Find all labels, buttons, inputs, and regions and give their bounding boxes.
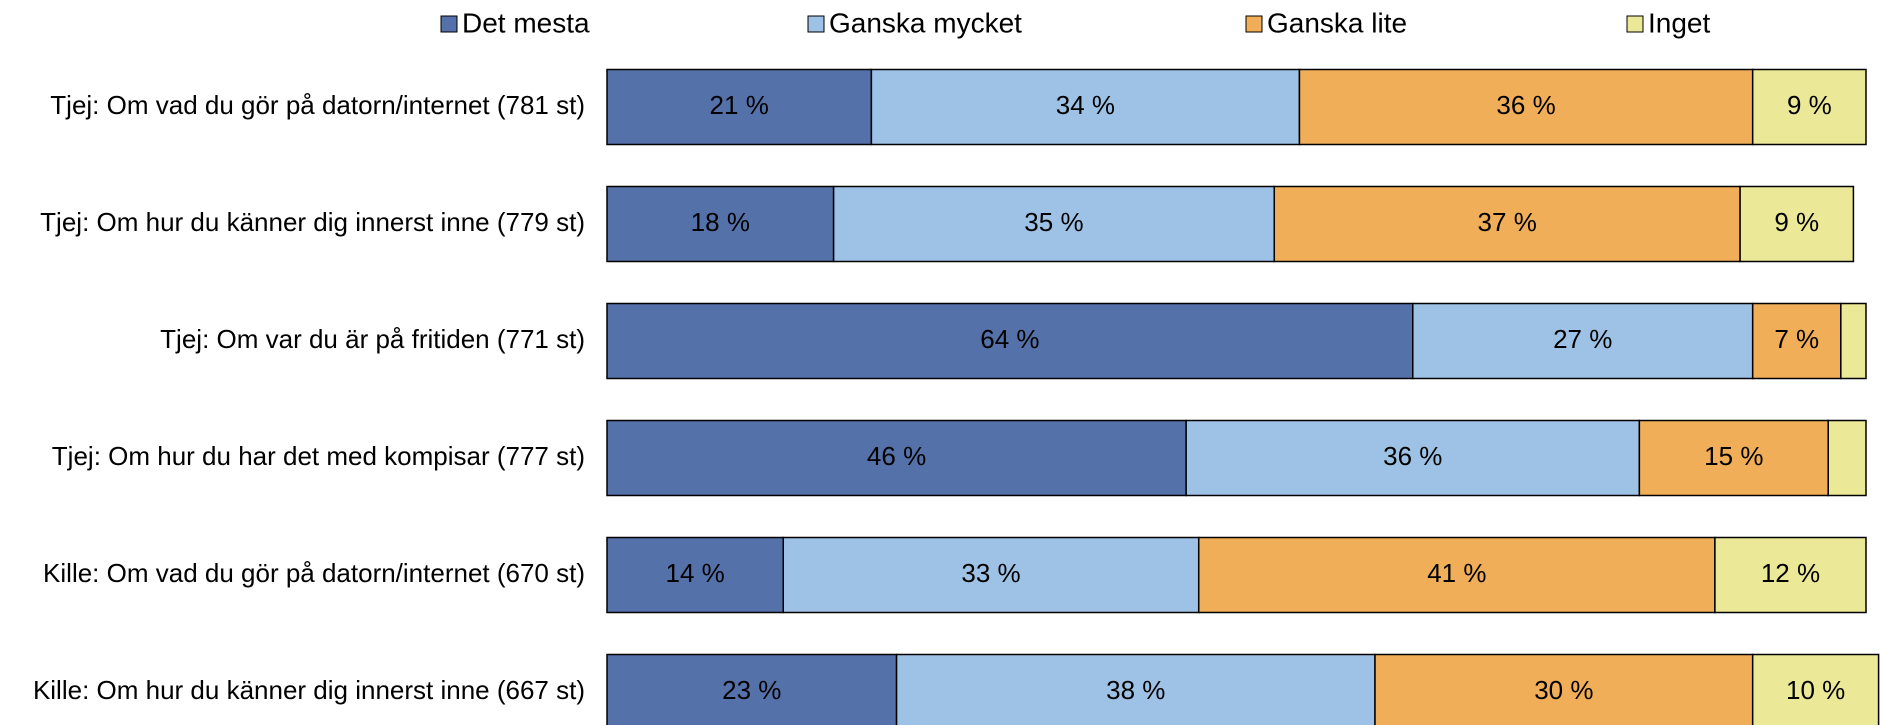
bar-segment bbox=[1374, 653, 1754, 725]
legend-label: Det mesta bbox=[462, 7, 590, 38]
value-label: 33 % bbox=[961, 558, 1020, 588]
bar-segment bbox=[1298, 68, 1754, 146]
value-label: 46 % bbox=[867, 441, 926, 471]
bar-segment bbox=[1185, 419, 1641, 497]
bar-segment bbox=[1751, 68, 1867, 146]
bar-segment bbox=[782, 536, 1200, 614]
category-label: Kille: Om hur du känner dig innerst inne… bbox=[33, 675, 585, 705]
value-label: 27 % bbox=[1553, 324, 1612, 354]
value-label: 41 % bbox=[1427, 558, 1486, 588]
value-label: 30 % bbox=[1534, 675, 1593, 705]
category-label: Tjej: Om hur du känner dig innerst inne … bbox=[40, 207, 585, 237]
legend-swatch bbox=[1626, 15, 1644, 33]
bar-segment bbox=[1840, 302, 1867, 380]
legend-label: Inget bbox=[1648, 7, 1710, 38]
bar-segment bbox=[1412, 302, 1754, 380]
value-label: 14 % bbox=[665, 558, 724, 588]
bar-segment bbox=[1827, 419, 1867, 497]
value-label: 18 % bbox=[691, 207, 750, 237]
value-label: 10 % bbox=[1786, 675, 1845, 705]
category-label: Tjej: Om vad du gör på datorn/internet (… bbox=[50, 90, 585, 120]
bar-segment bbox=[1714, 536, 1867, 614]
legend-swatch bbox=[807, 15, 825, 33]
value-label: 36 % bbox=[1496, 90, 1555, 120]
value-label: 15 % bbox=[1704, 441, 1763, 471]
bar-segment bbox=[606, 68, 873, 146]
bar-segment bbox=[895, 653, 1376, 725]
value-label: 35 % bbox=[1024, 207, 1083, 237]
value-label: 7 % bbox=[1774, 324, 1819, 354]
legend-label: Ganska mycket bbox=[829, 7, 1022, 38]
value-label: 38 % bbox=[1106, 675, 1165, 705]
bar-segment bbox=[606, 419, 1187, 497]
bar-segment bbox=[606, 185, 835, 263]
bar-segment bbox=[832, 185, 1276, 263]
bar-segment bbox=[1739, 185, 1855, 263]
bar-segment bbox=[1273, 185, 1741, 263]
category-label: Tjej: Om hur du har det med kompisar (77… bbox=[52, 441, 585, 471]
legend-swatch bbox=[440, 15, 458, 33]
value-label: 64 % bbox=[980, 324, 1039, 354]
value-label: 9 % bbox=[1787, 90, 1832, 120]
bar-segment bbox=[870, 68, 1301, 146]
value-label: 12 % bbox=[1761, 558, 1820, 588]
category-label: Kille: Om vad du gör på datorn/internet … bbox=[43, 558, 585, 588]
value-label: 36 % bbox=[1383, 441, 1442, 471]
category-label: Tjej: Om var du är på fritiden (771 st) bbox=[160, 324, 585, 354]
value-label: 9 % bbox=[1774, 207, 1819, 237]
legend-swatch bbox=[1245, 15, 1263, 33]
value-label: 37 % bbox=[1478, 207, 1537, 237]
bar-segment bbox=[1751, 653, 1880, 725]
value-label: 23 % bbox=[722, 675, 781, 705]
bar-segment bbox=[606, 302, 1414, 380]
value-label: 21 % bbox=[710, 90, 769, 120]
legend-label: Ganska lite bbox=[1267, 7, 1407, 38]
bar-segment bbox=[1197, 536, 1716, 614]
value-label: 34 % bbox=[1056, 90, 1115, 120]
bar-segment bbox=[606, 653, 898, 725]
bar-segment bbox=[1638, 419, 1829, 497]
